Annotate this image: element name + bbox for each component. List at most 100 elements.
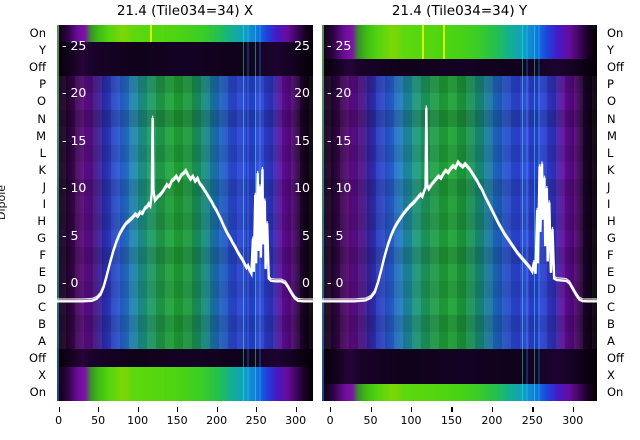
- beam-power-curve: [57, 25, 313, 401]
- x-tick-mark-200: [216, 407, 218, 412]
- inner-value-tick-25: - 25: [62, 37, 87, 53]
- x-axis-right: 0 50 100 150 200 250 300: [322, 401, 597, 440]
- inner-value-tick-15: - 15: [327, 132, 352, 148]
- row-label-b-17: B: [607, 316, 615, 331]
- x-tick-label-200: 200: [206, 414, 228, 427]
- panel-edge-line: [322, 25, 324, 401]
- row-label-y-1: Y: [607, 43, 615, 58]
- heatmap-panel-x: - 25 25 - 20 20 - 15 15 - 10 10 - 5 5 - 0 0: [57, 25, 313, 401]
- row-label-l-7: L: [607, 145, 614, 160]
- panel-edge-line: [57, 25, 59, 401]
- row-label-c-16: C: [37, 299, 46, 314]
- row-labels-left: On Y Off P O N M L K J I H G F E D C B A Off X On: [0, 25, 50, 401]
- x-tick-label-50: 50: [363, 414, 378, 427]
- row-label-on-21: On: [607, 384, 624, 399]
- inner-value-tick-10: - 10: [62, 180, 87, 196]
- x-tick-mark-100: [410, 407, 413, 412]
- row-label-off-19: Off: [29, 350, 46, 365]
- x-tick-label-300: 300: [562, 414, 584, 427]
- inner-value-tick-20: - 20: [327, 85, 352, 101]
- beam-power-trace: [322, 108, 597, 302]
- inner-value-tick-right-15: 15: [294, 132, 310, 148]
- row-label-j-9: J: [42, 179, 46, 194]
- row-label-p-3: P: [607, 77, 614, 92]
- x-tick-mark-250: [532, 407, 534, 412]
- inner-value-tick-10: - 10: [327, 180, 352, 196]
- x-tick-label-0: 0: [55, 414, 63, 427]
- row-label-n-5: N: [607, 111, 616, 126]
- row-label-on-21: On: [29, 384, 46, 399]
- row-label-g-12: G: [607, 231, 616, 246]
- row-label-h-11: H: [37, 214, 46, 229]
- inner-value-tick-0: - 0: [62, 275, 79, 291]
- x-tick-mark-300: [295, 407, 297, 412]
- x-tick-mark-200: [491, 407, 494, 412]
- row-label-a-18: A: [38, 333, 46, 348]
- row-label-k-8: K: [607, 162, 615, 177]
- inner-value-tick-5: - 5: [62, 227, 79, 243]
- row-label-k-8: K: [38, 162, 46, 177]
- row-label-b-17: B: [38, 316, 46, 331]
- inner-value-tick-right-25: 25: [294, 37, 310, 53]
- x-tick-mark-250: [256, 407, 258, 412]
- row-label-on-0: On: [29, 26, 46, 41]
- inner-value-tick-right-10: 10: [294, 180, 310, 196]
- inner-value-tick-25: - 25: [327, 37, 352, 53]
- x-tick-mark-100: [137, 407, 139, 412]
- row-label-e-14: E: [38, 265, 46, 280]
- row-label-d-15: D: [37, 282, 46, 297]
- beam-power-trace: [322, 105, 597, 299]
- x-tick-mark-150: [177, 407, 179, 412]
- row-label-a-18: A: [607, 333, 615, 348]
- x-tick-label-300: 300: [285, 414, 307, 427]
- row-label-f-13: F: [607, 248, 614, 263]
- inner-value-tick-20: - 20: [62, 85, 87, 101]
- left-panel-title: 21.4 (Tile034=34) X: [116, 3, 254, 19]
- x-tick-label-250: 250: [521, 414, 543, 427]
- x-tick-label-150: 150: [166, 414, 188, 427]
- row-label-y-1: Y: [38, 43, 46, 58]
- row-label-i-10: I: [42, 196, 46, 211]
- inner-value-tick-15: - 15: [62, 132, 87, 148]
- heatmap-panel-y: - 25 - 20 - 15 - 10 - 5 - 0: [322, 25, 597, 401]
- x-tick-label-50: 50: [91, 414, 106, 427]
- x-tick-mark-50: [370, 407, 372, 412]
- row-label-j-9: J: [607, 179, 611, 194]
- row-label-g-12: G: [37, 231, 46, 246]
- row-label-o-4: O: [607, 94, 617, 109]
- row-label-f-13: F: [39, 248, 46, 263]
- beam-power-trace: [57, 116, 313, 299]
- row-label-m-6: M: [36, 128, 46, 143]
- inner-value-tick-5: - 5: [327, 227, 344, 243]
- x-tick-label-100: 100: [127, 414, 149, 427]
- x-tick-mark-0: [58, 407, 60, 412]
- row-label-d-15: D: [607, 282, 616, 297]
- beam-power-curve: [322, 25, 597, 401]
- row-label-x-20: X: [38, 367, 46, 382]
- right-panel-title: 21.4 (Tile034=34) Y: [391, 3, 528, 19]
- inner-value-tick-right-0: 0: [302, 275, 310, 291]
- row-label-off-2: Off: [607, 60, 624, 75]
- inner-value-tick-right-20: 20: [294, 85, 310, 101]
- x-tick-label-100: 100: [400, 414, 422, 427]
- row-label-c-16: C: [607, 299, 616, 314]
- row-label-i-10: I: [607, 196, 611, 211]
- row-label-p-3: P: [39, 77, 46, 92]
- row-label-h-11: H: [607, 214, 616, 229]
- inner-value-tick-0: - 0: [327, 275, 344, 291]
- x-tick-label-0: 0: [326, 414, 334, 427]
- row-label-off-19: Off: [607, 350, 624, 365]
- inner-value-tick-right-5: 5: [302, 227, 310, 243]
- row-labels-right: On Y Off P O N M L K J I H G F E D C B A Off X On: [604, 25, 640, 401]
- row-label-e-14: E: [607, 265, 615, 280]
- x-tick-mark-300: [572, 407, 575, 412]
- row-label-m-6: M: [607, 128, 617, 143]
- x-tick-mark-150: [451, 407, 453, 412]
- row-label-off-2: Off: [29, 60, 46, 75]
- x-tick-mark-0: [330, 407, 332, 412]
- row-label-n-5: N: [37, 111, 46, 126]
- x-tick-label-150: 150: [440, 414, 462, 427]
- x-axis-left: 0 50 100 150 200 250 300: [55, 401, 313, 440]
- beam-power-trace: [57, 118, 313, 301]
